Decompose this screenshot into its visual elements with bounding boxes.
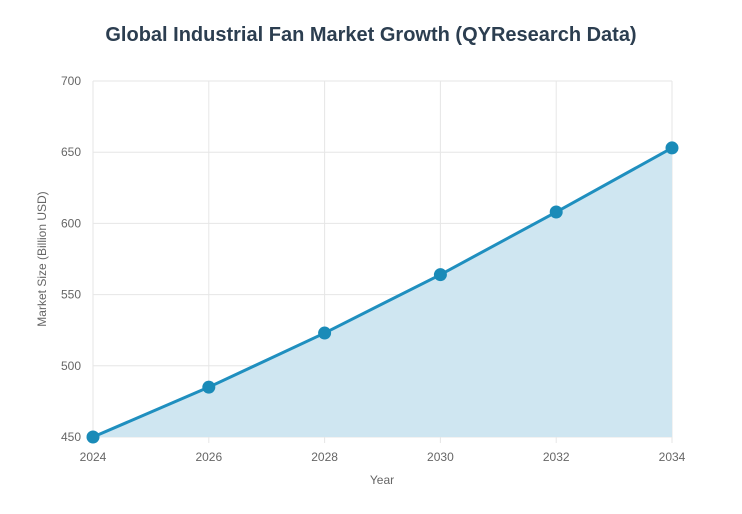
x-tick-label: 2028 <box>311 450 338 464</box>
x-tick-label: 2034 <box>659 450 686 464</box>
y-tick-label: 500 <box>61 359 81 373</box>
y-tick-label: 600 <box>61 216 81 230</box>
y-tick-label: 550 <box>61 288 81 302</box>
y-tick-label: 700 <box>61 74 81 88</box>
data-point <box>549 205 563 219</box>
data-point <box>318 326 332 340</box>
data-point <box>202 380 216 394</box>
data-point <box>433 268 447 282</box>
x-tick-label: 2032 <box>543 450 570 464</box>
x-tick-label: 2026 <box>195 450 222 464</box>
x-tick-label: 2024 <box>80 450 107 464</box>
y-axis-label: Market Size (Billion USD) <box>35 191 49 326</box>
x-tick-label: 2030 <box>427 450 454 464</box>
x-axis-label: Year <box>370 473 394 487</box>
y-tick-label: 650 <box>61 145 81 159</box>
area-fill <box>93 147 672 438</box>
data-point <box>665 141 679 155</box>
data-point <box>86 430 100 444</box>
chart-title: Global Industrial Fan Market Growth (QYR… <box>105 24 637 46</box>
series-line <box>92 146 673 439</box>
y-tick-label: 450 <box>61 430 81 444</box>
